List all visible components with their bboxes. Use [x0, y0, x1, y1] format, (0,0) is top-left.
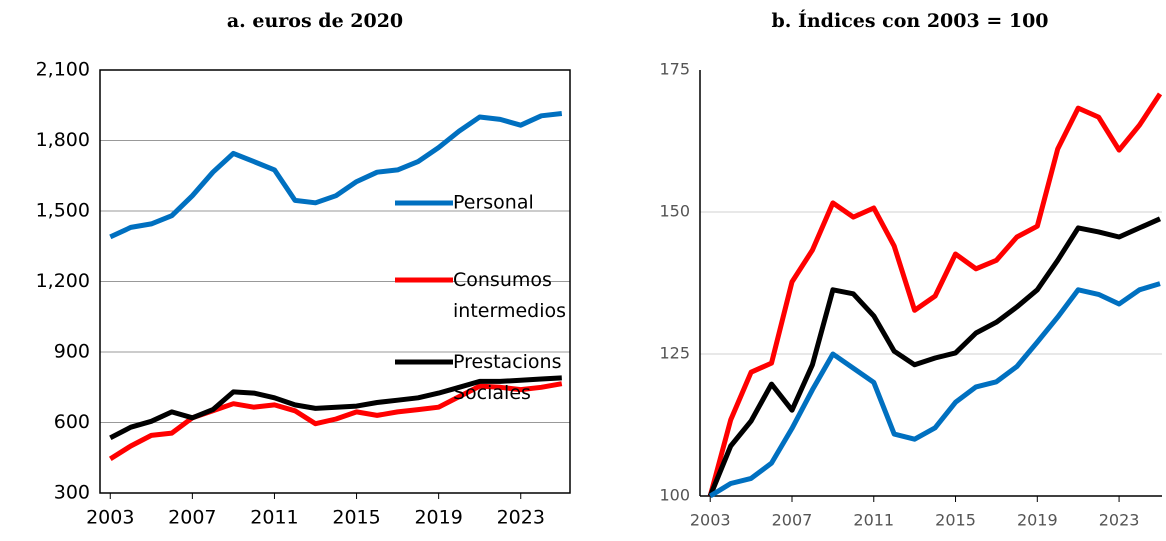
series-line	[707, 216, 1162, 497]
legend-label: Consumos intermedios	[453, 269, 566, 322]
legend-label-line: Sociales	[453, 382, 531, 404]
x-tick-label: 2007	[168, 507, 216, 529]
x-tick-label: 2015	[332, 507, 380, 529]
legend-label: Prestacions Sociales	[453, 351, 562, 404]
y-tick-label: 175	[659, 60, 690, 79]
series-line	[109, 111, 563, 240]
chart-title: a. euros de 2020	[227, 10, 403, 32]
y-tick-label: 150	[659, 202, 690, 221]
y-tick-label: 300	[54, 482, 90, 504]
x-tick-label: 2023	[497, 507, 545, 529]
y-tick-label: 125	[659, 344, 690, 363]
legend-label-line: Consumos	[453, 269, 552, 291]
series-line	[108, 381, 563, 462]
series-line	[707, 92, 1163, 497]
x-tick-label: 2007	[772, 511, 813, 530]
series-line	[708, 281, 1161, 499]
y-tick-label: 1,800	[36, 129, 90, 151]
x-tick-label: 2015	[935, 511, 976, 530]
series-line	[109, 375, 562, 441]
x-tick-label: 2003	[690, 511, 731, 530]
x-tick-label: 2019	[1017, 511, 1058, 530]
y-tick-label: 2,100	[36, 59, 90, 81]
x-tick-label: 2023	[1099, 511, 1140, 530]
plot-frame	[99, 69, 571, 494]
y-tick-label: 1,200	[36, 270, 90, 292]
y-tick-label: 900	[54, 341, 90, 363]
x-tick-label: 2011	[853, 511, 894, 530]
legend-label-line: intermedios	[453, 300, 566, 322]
chart-title: b. Índices con 2003 = 100	[771, 9, 1048, 32]
y-tick-label: 100	[659, 486, 690, 505]
x-tick-label: 2003	[86, 507, 134, 529]
x-tick-label: 2011	[250, 507, 298, 529]
legend-label-line: Prestacions	[453, 351, 562, 373]
legend-label: Personal	[453, 192, 534, 214]
y-tick-label: 1,500	[36, 200, 90, 222]
x-tick-label: 2019	[414, 507, 462, 529]
y-tick-label: 600	[54, 411, 90, 433]
